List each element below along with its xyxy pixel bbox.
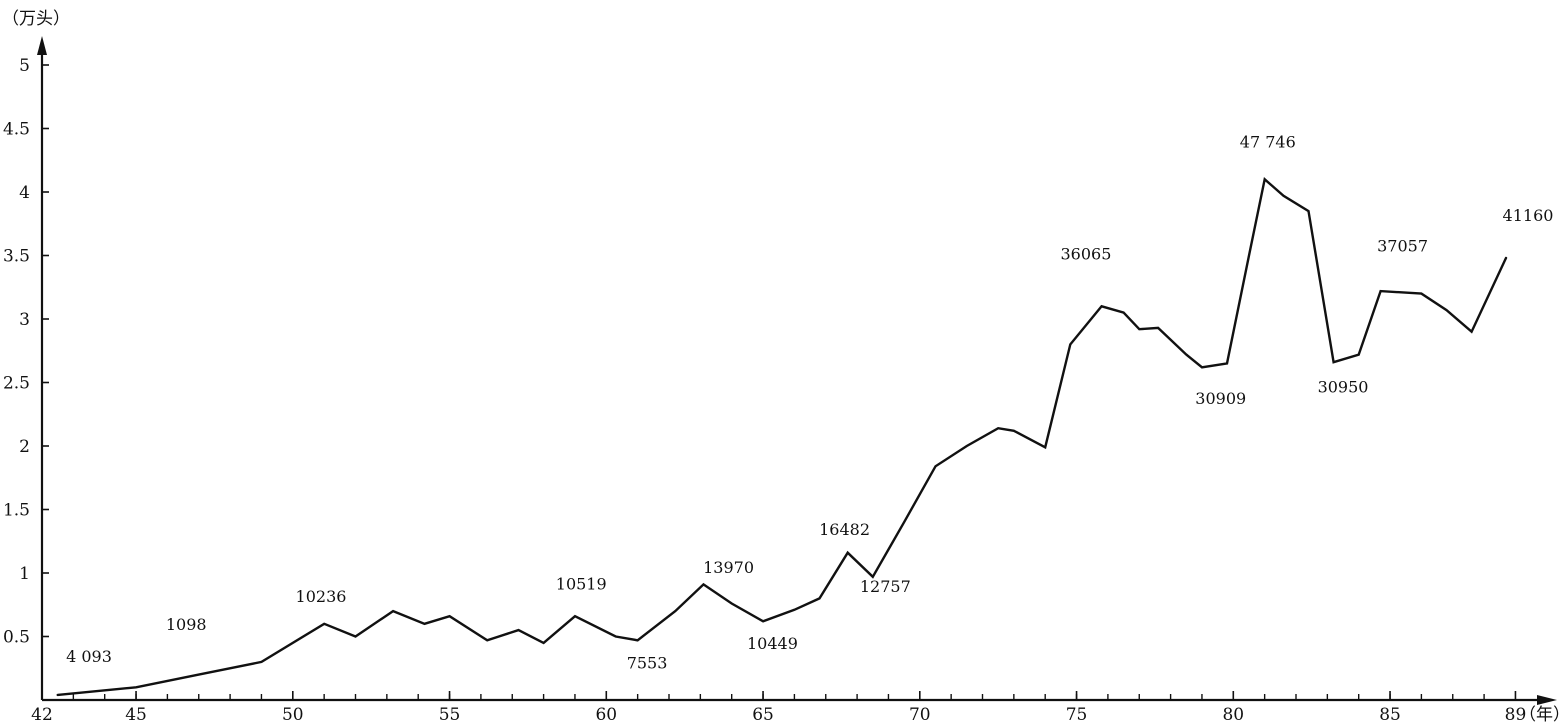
x-axis-ticks: 42 45 50 55 60 65 70 75 80 85 89 [31, 691, 1526, 725]
data-label: 16482 [819, 520, 870, 539]
data-label: 4 093 [66, 647, 112, 666]
data-label: 13970 [703, 558, 754, 577]
data-label: 30909 [1195, 389, 1246, 408]
y-tick-label: 0.5 [3, 628, 30, 648]
x-tick-label: 50 [282, 705, 304, 725]
data-label: 10236 [296, 587, 347, 606]
series-line [56, 177, 1508, 697]
data-label: 12757 [860, 577, 911, 596]
x-tick-label: 60 [595, 705, 617, 725]
x-tick-label: 55 [439, 705, 461, 725]
y-tick-label: 2.5 [3, 374, 30, 394]
x-axis-arrow [1537, 695, 1557, 705]
y-tick-label: 4 [19, 183, 30, 203]
data-annotations: 4 093 1098 10236 10519 7553 13970 10449 16482 12… [66, 133, 1553, 673]
data-label: 36065 [1061, 244, 1112, 263]
x-tick-label: 42 [31, 705, 53, 725]
x-tick-label: 85 [1379, 705, 1401, 725]
x-tick-label: 89 [1505, 705, 1527, 725]
axes [37, 36, 1557, 705]
x-tick-label: 80 [1222, 705, 1244, 725]
y-tick-label: 2 [19, 437, 30, 457]
y-axis-arrow [37, 36, 47, 55]
y-tick-label: 3.5 [3, 247, 30, 267]
x-tick-label: 45 [125, 705, 147, 725]
y-axis-ticks: 0.5 1 1.5 2 2.5 3 3.5 4 4.5 5 [3, 56, 49, 648]
y-tick-label: 4.5 [3, 120, 30, 140]
x-tick-label: 75 [1066, 705, 1088, 725]
x-tick-label: 70 [909, 705, 931, 725]
data-label: 1098 [166, 615, 207, 634]
y-axis-unit-label: （万头） [2, 9, 70, 29]
y-tick-label: 5 [19, 56, 30, 76]
x-tick-label: 65 [752, 705, 774, 725]
data-label: 10519 [556, 575, 607, 594]
y-tick-label: 1.5 [3, 501, 30, 521]
y-tick-label: 3 [19, 310, 30, 330]
data-label: 30950 [1318, 378, 1369, 397]
data-label: 41160 [1503, 206, 1554, 225]
data-label: 10449 [747, 634, 798, 653]
x-axis-unit-label: （年） [1519, 705, 1567, 725]
y-tick-label: 1 [19, 564, 30, 584]
data-label: 47 746 [1240, 133, 1296, 152]
data-label: 7553 [627, 653, 668, 672]
data-series [56, 177, 1508, 697]
data-label: 37057 [1377, 237, 1428, 256]
